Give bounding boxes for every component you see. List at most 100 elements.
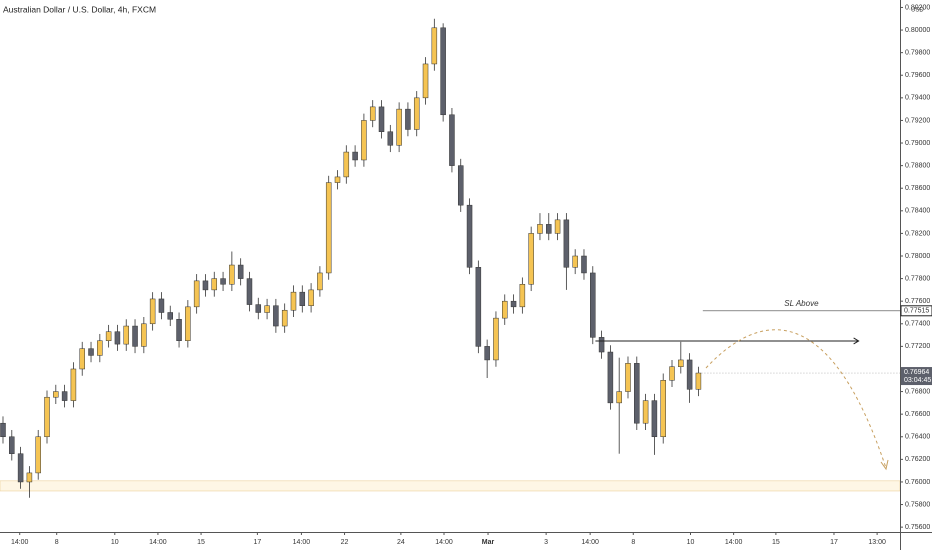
currency: USD xyxy=(911,8,924,14)
x-tick-label: 8 xyxy=(55,539,59,546)
candle-body xyxy=(537,224,543,234)
candle-body xyxy=(369,106,376,121)
x-tick-label: 17 xyxy=(830,539,838,546)
candle-body xyxy=(105,331,112,341)
x-tick-label: 14:00 xyxy=(435,539,453,546)
y-tick-label: 0.79200 xyxy=(905,117,930,124)
candle-body xyxy=(616,391,622,404)
y-tick-label: 0.75600 xyxy=(905,524,930,531)
candle-body xyxy=(660,380,666,438)
y-tick-label: 0.76200 xyxy=(905,456,930,463)
last-price-label: 0.76964 xyxy=(904,369,929,376)
candle-body xyxy=(264,305,270,313)
candle-body xyxy=(334,176,341,183)
projection-arrowhead xyxy=(880,459,889,471)
x-tick-label: 10 xyxy=(687,539,695,546)
candle-body xyxy=(695,372,702,390)
candle-body xyxy=(299,291,306,306)
y-tick-label: 0.76000 xyxy=(905,479,930,486)
candle-body xyxy=(325,182,332,274)
candle-body xyxy=(475,267,482,347)
y-tick-label: 0.77200 xyxy=(905,343,930,350)
y-tick-label: 0.79600 xyxy=(905,72,930,79)
candle-body xyxy=(26,472,33,483)
y-tick-label: 0.79800 xyxy=(905,49,930,56)
candle-body xyxy=(35,436,41,474)
candle-body xyxy=(669,366,675,381)
candle-body xyxy=(590,272,596,338)
x-tick-label: 14:00 xyxy=(11,539,29,546)
x-tick-label: 14:00 xyxy=(725,539,743,546)
candle-body xyxy=(114,331,121,345)
candle-body xyxy=(79,348,85,370)
y-tick-label: 0.78800 xyxy=(905,162,930,169)
candle-body xyxy=(678,359,684,367)
y-tick-label: 0.75800 xyxy=(905,501,930,508)
candle-body xyxy=(193,280,200,308)
y-tick-label: 0.79000 xyxy=(905,140,930,147)
x-tick-label: 8 xyxy=(631,539,635,546)
candle-body xyxy=(273,305,279,327)
candle-body xyxy=(97,340,103,356)
candle-body xyxy=(53,391,59,398)
candle-body xyxy=(237,264,244,279)
x-tick-label: 13:00 xyxy=(868,539,886,546)
candle-body xyxy=(88,348,94,356)
candle-body xyxy=(387,131,394,146)
candle-body xyxy=(634,363,640,424)
y-tick-label: 0.80000 xyxy=(905,27,930,34)
y-tick-label: 0.76400 xyxy=(905,434,930,441)
candle-body xyxy=(185,306,191,341)
candle-body xyxy=(519,283,526,308)
candle-body xyxy=(686,359,693,390)
candle-body xyxy=(502,300,508,319)
candle-body xyxy=(352,151,358,161)
y-tick-label: 0.76600 xyxy=(905,411,930,418)
candle-body xyxy=(158,298,165,313)
candle-body xyxy=(202,280,209,291)
y-tick-label: 0.78000 xyxy=(905,253,930,260)
candle-body xyxy=(642,400,649,424)
x-tick-label: 14:00 xyxy=(149,539,167,546)
candle-body xyxy=(625,363,631,392)
candle-body xyxy=(546,224,552,234)
x-tick-label: Mar xyxy=(482,539,495,546)
candle-body xyxy=(308,289,314,306)
candle-body xyxy=(176,319,182,341)
candle-body xyxy=(651,400,658,438)
candle-body xyxy=(528,233,534,285)
x-tick-label: 15 xyxy=(772,539,780,546)
sl-price-box xyxy=(900,305,932,317)
y-tick-label: 0.76800 xyxy=(905,388,930,395)
y-tick-label: 0.77400 xyxy=(905,321,930,328)
candle-body xyxy=(149,298,156,325)
y-tick-label: 0.78400 xyxy=(905,208,930,215)
chart-title: Australian Dollar / U.S. Dollar, 4h, FXC… xyxy=(3,4,156,14)
candle-body xyxy=(449,114,455,166)
candle-body xyxy=(123,325,129,345)
y-tick-label: 0.78200 xyxy=(905,230,930,237)
sl-label: SL Above xyxy=(784,299,819,308)
y-tick-label: 0.79400 xyxy=(905,95,930,102)
candle-body xyxy=(317,272,323,291)
candle-body xyxy=(405,108,411,130)
x-tick-label: 17 xyxy=(253,539,261,546)
candle-body xyxy=(17,453,24,483)
candle-body xyxy=(378,106,385,132)
plot-area xyxy=(0,18,901,498)
candle-body xyxy=(281,309,288,327)
candle-body xyxy=(246,278,253,305)
candle-body xyxy=(132,325,138,347)
candle-body xyxy=(141,323,147,347)
x-tick-label: 22 xyxy=(341,539,349,546)
last-price-box xyxy=(901,367,932,386)
x-tick-label: 15 xyxy=(197,539,205,546)
candle-body xyxy=(229,264,235,285)
candle-body xyxy=(457,165,464,206)
demand-zone xyxy=(0,480,901,492)
candle-body xyxy=(431,27,438,65)
candle-body xyxy=(413,97,420,130)
candle-body xyxy=(572,255,578,268)
countdown: 03:04:45 xyxy=(904,377,931,384)
